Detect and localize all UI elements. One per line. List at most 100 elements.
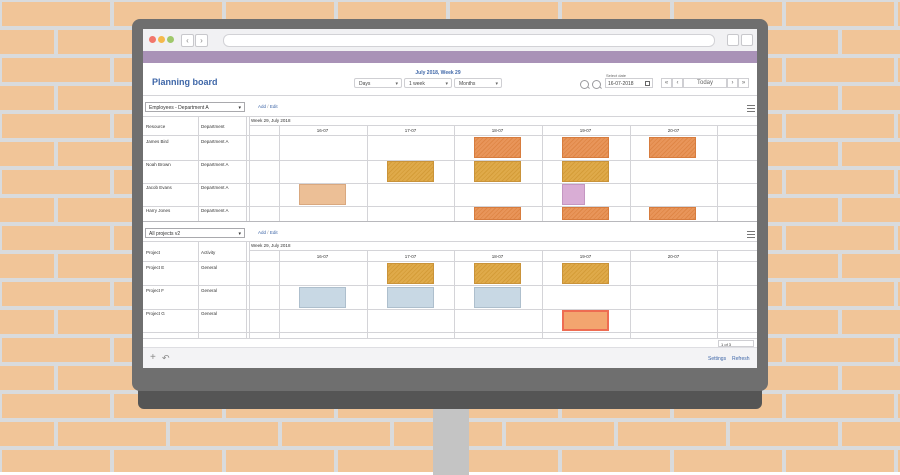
divider bbox=[143, 261, 757, 262]
schedule-bar[interactable] bbox=[649, 137, 696, 158]
add-link[interactable]: Add bbox=[258, 104, 267, 109]
divider bbox=[143, 309, 757, 310]
schedule-bar[interactable] bbox=[562, 207, 609, 220]
back-icon[interactable]: ‹ bbox=[181, 34, 194, 47]
schedule-bar[interactable] bbox=[562, 184, 585, 205]
resource-filter-select[interactable]: Employees - Department A ▾ bbox=[145, 102, 245, 112]
column-divider bbox=[717, 125, 718, 221]
period-select-label: 1 week bbox=[409, 81, 425, 87]
divider bbox=[143, 221, 757, 222]
day-header: 19-07 bbox=[579, 128, 592, 133]
table-row-activity: General bbox=[201, 311, 218, 316]
tabs-icon[interactable] bbox=[727, 34, 739, 46]
share-icon[interactable] bbox=[741, 34, 753, 46]
column-divider bbox=[198, 116, 199, 221]
address-bar[interactable] bbox=[223, 34, 715, 47]
last-page-button[interactable]: » bbox=[738, 78, 749, 88]
column-divider bbox=[630, 250, 631, 338]
project-filter-select[interactable]: All projects v2 ▾ bbox=[145, 228, 245, 238]
day-header: 16-07 bbox=[316, 254, 329, 259]
divider bbox=[143, 183, 757, 184]
column-divider bbox=[279, 125, 280, 221]
divider bbox=[143, 206, 757, 207]
column-divider bbox=[454, 250, 455, 338]
menu-icon[interactable] bbox=[747, 231, 755, 240]
period-select[interactable]: 1 week ▾ bbox=[404, 78, 452, 88]
column-divider bbox=[630, 125, 631, 221]
table-row-resource: Harry Jones bbox=[146, 208, 171, 213]
divider bbox=[143, 135, 757, 136]
day-header: 18-07 bbox=[491, 128, 504, 133]
maximize-dot[interactable] bbox=[167, 36, 174, 43]
table-row-resource: Jacob Evans bbox=[146, 185, 172, 190]
schedule-bar[interactable] bbox=[474, 137, 521, 158]
page-total: of 3 bbox=[724, 342, 732, 347]
column-divider bbox=[249, 241, 250, 338]
undo-icon[interactable]: ↶ bbox=[162, 353, 170, 363]
schedule-bar[interactable] bbox=[387, 263, 434, 284]
column-divider bbox=[717, 250, 718, 338]
resource-add-edit: Add / Edit bbox=[258, 104, 278, 109]
schedule-bar[interactable] bbox=[474, 161, 521, 182]
divider bbox=[143, 241, 757, 242]
day-header: 16-07 bbox=[316, 128, 329, 133]
page-title: Planning board bbox=[152, 77, 218, 87]
schedule-bar[interactable] bbox=[562, 161, 609, 182]
schedule-bar[interactable] bbox=[474, 287, 521, 308]
add-link[interactable]: Add bbox=[258, 230, 267, 235]
close-dot[interactable] bbox=[149, 36, 156, 43]
minimize-dot[interactable] bbox=[158, 36, 165, 43]
day-select[interactable]: Days ▾ bbox=[354, 78, 402, 88]
column-header-project: Project bbox=[146, 250, 161, 255]
zoom-in-icon[interactable] bbox=[580, 80, 589, 89]
settings-link[interactable]: Settings bbox=[708, 356, 727, 362]
first-page-button[interactable]: « bbox=[661, 78, 672, 88]
column-header-resource: Resource bbox=[146, 124, 166, 129]
schedule-bar-selected[interactable] bbox=[562, 310, 609, 331]
edit-link[interactable]: Edit bbox=[269, 104, 278, 109]
refresh-link[interactable]: Refresh bbox=[732, 356, 750, 362]
schedule-bar[interactable] bbox=[649, 207, 696, 220]
date-value: 16-07-2018 bbox=[608, 81, 634, 87]
day-header: 20-07 bbox=[667, 128, 680, 133]
date-field[interactable]: 16-07-2018 bbox=[605, 78, 653, 88]
table-row-resource: Noah Brown bbox=[146, 162, 171, 167]
schedule-bar[interactable] bbox=[562, 137, 609, 158]
divider bbox=[143, 95, 757, 96]
page-indicator[interactable]: 1 of 3 bbox=[718, 340, 754, 347]
day-header: 19-07 bbox=[579, 254, 592, 259]
column-header-activity: Activity bbox=[201, 250, 216, 255]
next-page-button[interactable]: › bbox=[727, 78, 738, 88]
menu-icon[interactable] bbox=[747, 105, 755, 114]
divider bbox=[143, 338, 757, 339]
footer-bar: + ↶ Settings Refresh bbox=[143, 347, 757, 368]
screen: ‹ › Planning board July 2018, Week 29 Da… bbox=[143, 29, 757, 368]
prev-page-button[interactable]: ‹ bbox=[672, 78, 683, 88]
today-button[interactable]: Today bbox=[683, 78, 727, 88]
column-header-department: Department bbox=[201, 124, 225, 129]
schedule-bar[interactable] bbox=[299, 287, 346, 308]
schedule-bar[interactable] bbox=[387, 287, 434, 308]
chevron-down-icon: ▾ bbox=[445, 81, 448, 87]
month-select-label: Months bbox=[459, 81, 476, 87]
column-divider bbox=[198, 241, 199, 338]
week-header: Week 29, July 2018 bbox=[251, 243, 291, 248]
divider bbox=[143, 160, 757, 161]
month-select[interactable]: Months ▾ bbox=[454, 78, 502, 88]
chevron-down-icon: ▾ bbox=[238, 231, 241, 237]
day-header: 17-07 bbox=[404, 128, 417, 133]
calendar-icon[interactable] bbox=[645, 81, 650, 86]
schedule-bar[interactable] bbox=[562, 263, 609, 284]
schedule-bar[interactable] bbox=[299, 184, 346, 205]
zoom-out-icon[interactable] bbox=[592, 80, 601, 89]
forward-icon[interactable]: › bbox=[195, 34, 208, 47]
schedule-bar[interactable] bbox=[387, 161, 434, 182]
schedule-bar[interactable] bbox=[474, 263, 521, 284]
project-add-edit: Add / Edit bbox=[258, 230, 278, 235]
week-label: July 2018, Week 29 bbox=[415, 70, 461, 76]
add-icon[interactable]: + bbox=[150, 352, 156, 363]
edit-link[interactable]: Edit bbox=[269, 230, 278, 235]
divider bbox=[249, 250, 757, 251]
schedule-bar[interactable] bbox=[474, 207, 521, 220]
table-row-resource: James Bird bbox=[146, 139, 169, 144]
